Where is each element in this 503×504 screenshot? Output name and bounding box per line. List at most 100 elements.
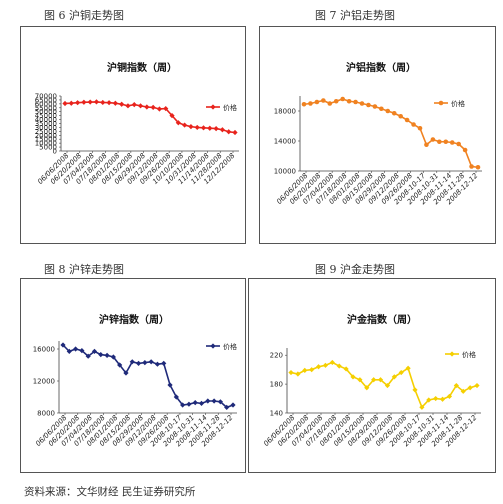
data-point — [60, 342, 66, 348]
data-point — [460, 388, 466, 394]
data-point — [119, 101, 125, 107]
data-point — [167, 382, 173, 388]
chart-title: 沪金指数（周） — [347, 313, 417, 326]
data-point — [142, 360, 148, 366]
y-tick-label: 0 — [53, 148, 57, 156]
y-tick-label: 55000 — [35, 104, 57, 112]
data-point — [411, 122, 416, 127]
data-point — [359, 101, 365, 106]
data-point — [62, 100, 68, 107]
data-point — [424, 142, 429, 148]
legend-label: 价格 — [223, 103, 237, 112]
chart-aluminum: 沪铝指数（周）10000140001800006/06/200806/20/20… — [274, 61, 482, 206]
chart-panel-copper: 沪铜指数（周） 0 5000 10000 15000 20000 25000 30000 350… — [20, 26, 246, 244]
y-tick-label: 5000 — [39, 144, 57, 152]
data-point — [232, 129, 238, 136]
chart-title: 沪锌指数（周） — [99, 313, 169, 326]
legend-swatch-marker — [210, 104, 216, 110]
data-point — [173, 394, 179, 400]
data-point — [125, 103, 131, 109]
y-tick-label: 140 — [270, 410, 283, 418]
data-point — [462, 147, 468, 153]
data-point — [163, 105, 169, 112]
figure-caption-gold: 图 9 沪金走势图 — [315, 263, 395, 276]
y-tick-label: 15000 — [35, 136, 57, 144]
y-tick-label: 65000 — [35, 96, 57, 104]
data-point — [314, 99, 320, 105]
data-point — [194, 124, 200, 131]
series-line — [64, 101, 236, 134]
data-point — [366, 102, 371, 108]
chart-panel-aluminum: 沪铝指数（周） 10000 14000 18000 06/06/2008 06/20/20… — [259, 26, 496, 244]
data-point — [433, 395, 439, 402]
figure-caption-zinc: 图 8 沪锌走势图 — [44, 263, 124, 276]
data-point — [398, 113, 403, 119]
legend-label: 价格 — [223, 342, 237, 351]
data-point — [404, 117, 410, 123]
data-point — [72, 346, 79, 352]
data-point — [106, 100, 112, 106]
y-tick-label: 8000 — [37, 410, 55, 418]
data-point — [426, 397, 432, 403]
data-point — [87, 99, 93, 105]
y-tick-label: 12000 — [33, 378, 55, 386]
data-point — [350, 374, 356, 380]
data-point — [135, 360, 142, 366]
y-tick-label: 70000 — [35, 93, 57, 101]
y-tick-label: 16000 — [33, 346, 55, 354]
data-point — [322, 362, 329, 368]
data-point — [449, 140, 455, 145]
chart-panel-gold: 沪金指数（周） 140 180 220 06/06/2008 06/20/2008 07/0… — [248, 278, 496, 473]
data-point — [104, 352, 110, 358]
data-point — [417, 125, 423, 131]
data-point — [198, 400, 205, 406]
data-point — [288, 369, 294, 376]
data-point — [74, 100, 81, 106]
data-point — [439, 396, 446, 402]
y-tick-label: 14000 — [274, 138, 296, 146]
series-line — [303, 98, 479, 169]
y-tick-label: 10000 — [274, 168, 296, 176]
data-point — [321, 98, 326, 103]
y-tick-label: 10000 — [35, 140, 57, 148]
data-point — [175, 120, 181, 126]
legend-swatch-marker — [438, 100, 444, 106]
data-point — [110, 354, 116, 360]
data-point — [154, 361, 161, 367]
data-point — [169, 113, 175, 119]
data-point — [346, 98, 352, 104]
data-point — [200, 125, 207, 131]
chart-zinc: 沪锌指数（周）8000120001600006/06/200806/20/200… — [33, 313, 237, 448]
data-point — [186, 401, 192, 407]
data-point — [123, 370, 129, 376]
data-point — [443, 139, 449, 145]
y-tick-label: 20000 — [35, 132, 57, 140]
data-point — [230, 402, 236, 408]
data-point — [219, 127, 226, 133]
series-line — [62, 344, 234, 409]
data-point — [112, 100, 118, 106]
chart-panel-zinc: 沪锌指数（周） 8000 12000 16000 06/06/2008 06/20/200… — [20, 278, 246, 473]
y-tick-label: 45000 — [35, 112, 57, 120]
data-point — [475, 164, 481, 170]
data-point — [327, 101, 333, 106]
legend-swatch-marker — [449, 351, 455, 357]
data-point — [437, 139, 442, 145]
y-tick-label: 50000 — [35, 108, 57, 116]
chart-title: 沪铜指数（周） — [107, 61, 177, 74]
figure-caption-copper: 图 6 沪铜走势图 — [44, 9, 124, 22]
data-point — [412, 387, 418, 393]
data-point — [81, 99, 87, 105]
data-point — [144, 104, 150, 110]
y-tick-label: 180 — [270, 381, 283, 389]
data-point — [192, 400, 198, 406]
data-point — [161, 360, 167, 366]
y-tick-label: 30000 — [35, 124, 57, 132]
data-point — [469, 164, 474, 169]
data-point — [456, 141, 461, 147]
data-point — [391, 110, 397, 116]
y-tick-label: 220 — [270, 352, 283, 360]
data-point — [205, 398, 211, 404]
series-line — [290, 361, 478, 409]
data-point — [213, 126, 219, 132]
